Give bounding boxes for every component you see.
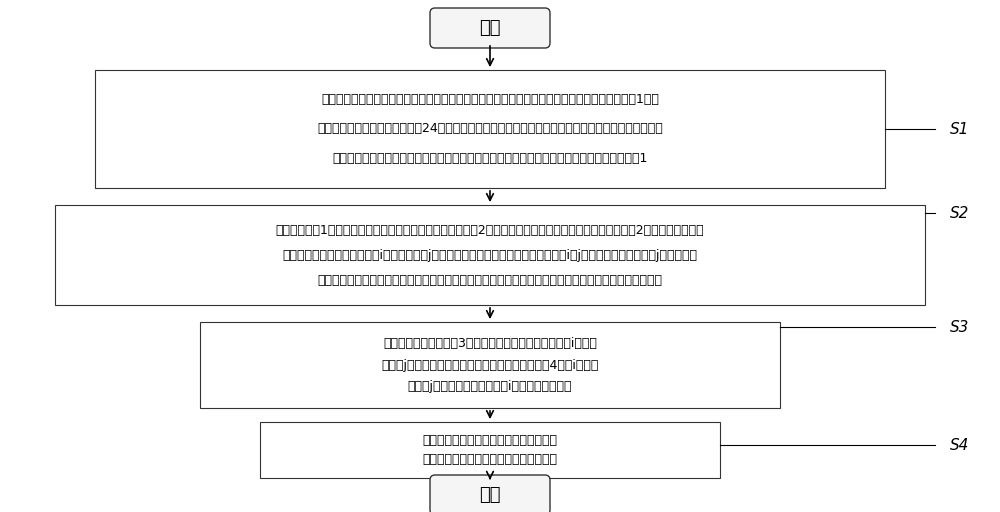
Text: S3: S3 [950,319,969,334]
Text: 数据接收模块1将接收到的数据传送至充电调度模型建立模块2，基于接收到的数据，充电调度模型建立模块2计算电网次日负荷: 数据接收模块1将接收到的数据传送至充电调度模型建立模块2，基于接收到的数据，充电… [276,224,704,237]
Bar [55,205,925,305]
FancyBboxPatch shape [430,8,550,48]
Text: 结束: 结束 [479,486,501,504]
Text: 所述电动汽车换电站管理系统根据站内电: 所述电动汽车换电站管理系统根据站内电 [422,434,558,447]
Text: 池情况按照下发的充电功率指令进行充电: 池情况按照下发的充电功率指令进行充电 [422,453,558,466]
Text: 动汽车换电站管理系统计算次日24个时段的站内电池总容量的上限和下限以及各时段充电功率的上下限: 动汽车换电站管理系统计算次日24个时段的站内电池总容量的上限和下限以及各时段充电… [317,122,663,136]
FancyBboxPatch shape [430,475,550,512]
Text: S1: S1 [950,121,969,137]
Text: 率上下限作为约束条件，将次日初始时刻电池容量作为初始条件，建立电动汽车换电站充电调度数学模型: 率上下限作为约束条件，将次日初始时刻电池容量作为初始条件，建立电动汽车换电站充电… [318,273,662,287]
Text: 开始: 开始 [479,19,501,37]
Text: 充电功率指令计算模块3采用粒子群智能优化算法求解第i个换电: 充电功率指令计算模块3采用粒子群智能优化算法求解第i个换电 [383,337,597,350]
Text: S2: S2 [950,205,969,221]
Text: S4: S4 [950,437,969,453]
Text: 每日末时刻电网调度部门将次日负荷预测曲线发送至电动汽车换电站充电调度系统数据接收模块1；电: 每日末时刻电网调度部门将次日负荷预测曲线发送至电动汽车换电站充电调度系统数据接收… [321,93,659,106]
Text: 预测曲线的日平均负荷，将第i个换电站次日j时段充电功率作为待求解变量，将换电站i在j时段电池容量上下限、j时段充电功: 预测曲线的日平均负荷，将第i个换电站次日j时段充电功率作为待求解变量，将换电站i… [283,248,698,262]
Bar [260,422,720,478]
Bar [200,322,780,408]
Text: 站次日j时段充电功率下发至第i个换电站管理系统: 站次日j时段充电功率下发至第i个换电站管理系统 [408,380,572,393]
Text: 站次日j时段充电功率，并经充电功率指令输出模块4将第i个换电: 站次日j时段充电功率，并经充电功率指令输出模块4将第i个换电 [381,358,599,372]
Text: ，并将计算结果以及次日初始时刻电池容量上报至电动汽车换电站充电调度系统数据接收模块1: ，并将计算结果以及次日初始时刻电池容量上报至电动汽车换电站充电调度系统数据接收模… [332,152,648,165]
Bar [95,70,885,188]
